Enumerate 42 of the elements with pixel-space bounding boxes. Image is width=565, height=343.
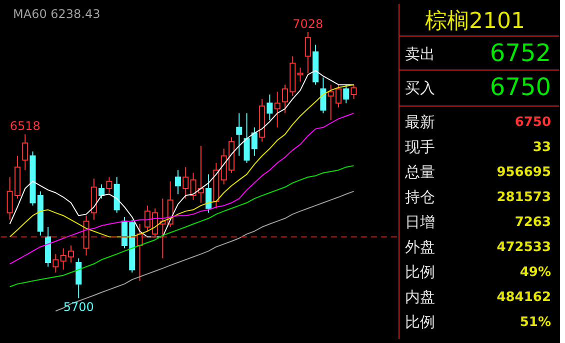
candlestick (320, 77, 326, 114)
category-label: 现手 (405, 138, 435, 156)
text: 棕榈2101 (425, 9, 525, 34)
category-label: 内盘 (405, 288, 435, 306)
category-label: 持仓 (405, 188, 435, 206)
text: 33 (532, 140, 551, 155)
annotation: 5700 (63, 300, 94, 314)
candlestick (266, 94, 273, 121)
text: 956695 (496, 165, 551, 180)
candlestick (350, 84, 357, 100)
candlestick (304, 32, 311, 74)
annotation: 6518 (10, 119, 40, 134)
category-label: 外盘 (405, 238, 435, 256)
category-label: 比例 (405, 313, 435, 331)
chart-subtitle: MA60 6238.43 (13, 7, 100, 21)
candlestick (106, 176, 112, 194)
text: 6752 (490, 39, 551, 67)
category-label: 买入 (405, 79, 435, 97)
text: 484162 (496, 290, 551, 305)
candlestick (182, 166, 189, 200)
text: 7263 (514, 215, 551, 230)
annotation: 7028 (292, 17, 324, 31)
text: 6750 (514, 115, 551, 130)
text: 472533 (496, 240, 551, 255)
text: 6750 (490, 73, 551, 101)
category-label: 日增 (405, 213, 435, 231)
candlestick (76, 258, 82, 299)
text: 281573 (496, 190, 551, 205)
candlestick (343, 84, 350, 104)
text: 49% (520, 265, 551, 280)
candlestick (52, 254, 59, 274)
category-label: 比例 (405, 263, 435, 281)
candlestick (236, 112, 242, 156)
candlestick (206, 174, 212, 214)
category-label: 总量 (404, 163, 435, 181)
candlestick (174, 170, 181, 195)
candlestick (98, 184, 105, 200)
candlestick (274, 91, 280, 128)
candlestick (22, 134, 28, 171)
category-label: 卖出 (405, 45, 435, 63)
text: 51% (520, 315, 551, 330)
category-label: 最新 (405, 113, 435, 131)
